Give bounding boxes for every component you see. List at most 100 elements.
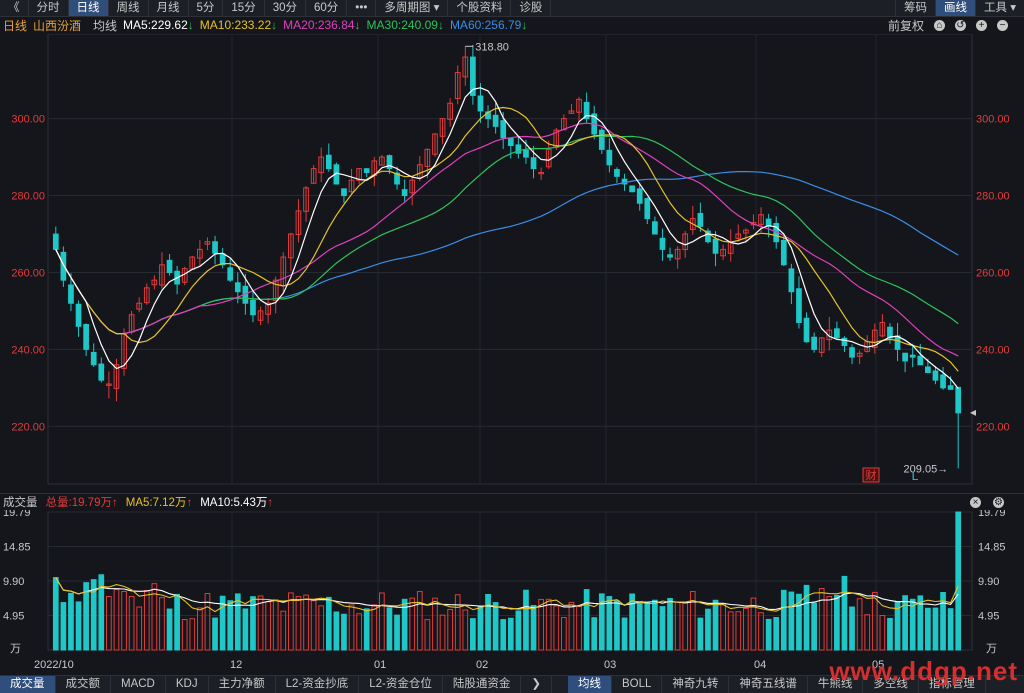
period-tab-10[interactable]: 个股资料 [448, 0, 512, 16]
period-toolbar: 《分时 日线 周线 月线 5分 15分 30分 60分 ••• 多周期图 ▾ 个股资料 诊股 筹码 画线工… [0, 0, 1024, 17]
volume-bar [325, 596, 332, 651]
volume-bar [470, 618, 476, 651]
toolbar-right-0[interactable]: 筹码 [895, 0, 935, 16]
toolbar-right-2[interactable]: 工具 ▾ [975, 0, 1024, 16]
period-tab-7[interactable]: 60分 [306, 0, 348, 16]
volume-bar [841, 575, 848, 651]
lock-icon[interactable]: ⌂ [934, 19, 945, 31]
volume-bar [143, 589, 150, 651]
indicator-tab-0[interactable]: 成交量 [0, 676, 56, 693]
overlay-tab-6[interactable]: 指标管理 [919, 676, 986, 693]
candle-body [60, 251, 67, 281]
volume-bar [818, 588, 825, 651]
settings-icon[interactable]: ⚙ [993, 496, 1004, 508]
period-tab-11[interactable]: 诊股 [511, 0, 552, 16]
candle-body [424, 148, 431, 167]
badge-l: L [912, 469, 919, 483]
indicator-tab-3[interactable]: KDJ [166, 676, 209, 693]
indicator-tab-6[interactable]: L2-资金仓位 [359, 676, 443, 693]
volume-bar [295, 596, 302, 651]
indicator-tab-5[interactable]: L2-资金抄底 [276, 676, 360, 693]
zoom-in-icon[interactable]: + [976, 19, 987, 31]
candle-body [454, 71, 461, 100]
volume-bar [280, 610, 287, 651]
volume-bar [341, 613, 347, 651]
volume-bar [128, 595, 135, 651]
volume-unit-left: 万 [10, 643, 21, 655]
more-tabs-arrow-icon[interactable]: ❯ [521, 676, 552, 693]
period-tab-6[interactable]: 30分 [265, 0, 306, 16]
volume-tick-right: 4.95 [978, 610, 999, 622]
x-tick-label: 03 [604, 659, 616, 671]
volume-bar [348, 604, 355, 651]
back-button[interactable]: 《 [0, 0, 29, 16]
period-tab-8[interactable]: ••• [347, 0, 377, 16]
candle-body [83, 323, 89, 350]
candle-body [151, 279, 158, 286]
indicator-tab-2[interactable]: MACD [111, 676, 166, 693]
candlestick-chart[interactable]: 300.00 300.00 280.00 280.00 260.00 260.00 240.… [0, 34, 1024, 492]
volume-bar [371, 604, 378, 651]
candle-body [652, 221, 658, 235]
volume-bar [90, 579, 97, 651]
overlay-tab-2[interactable]: 神奇九转 [662, 676, 730, 693]
overlay-tab-5[interactable]: 多空线 [863, 676, 919, 693]
ma-label[interactable]: 均线 [93, 18, 118, 33]
volume-bar [242, 608, 249, 651]
candle-body [925, 366, 931, 373]
undo-icon[interactable]: ↺ [955, 19, 966, 31]
indicator-tab-4[interactable]: 主力净额 [209, 676, 276, 693]
period-tab-9[interactable]: 多周期图 ▾ [376, 0, 449, 16]
volume-bar [947, 608, 954, 651]
candle-body [705, 230, 711, 243]
close-icon[interactable]: × [970, 496, 981, 508]
overlay-tab-1[interactable]: BOLL [612, 676, 663, 693]
volume-bar [902, 595, 908, 651]
overlay-tab-3[interactable]: 神奇五线谱 [729, 676, 808, 693]
volume-bar [606, 596, 613, 651]
volume-bar [811, 602, 817, 651]
candle-body [940, 374, 946, 389]
stock-name[interactable]: 山西汾酒 [33, 18, 82, 33]
y-tick-left: 240.00 [11, 344, 45, 356]
volume-bar [265, 601, 271, 651]
x-tick-label: 2022/10 [34, 659, 74, 671]
candle-body [106, 383, 112, 386]
volume-bar [940, 592, 946, 651]
candle-body [295, 210, 302, 236]
candle-body [644, 198, 651, 220]
overlay-tab-4[interactable]: 牛熊线 [808, 676, 864, 693]
x-tick-label: 12 [230, 659, 242, 671]
candle-body [318, 156, 325, 174]
adjust-label[interactable]: 前复权 [887, 18, 924, 33]
volume-bar [750, 597, 757, 651]
candle-body [379, 156, 385, 166]
candle-body [272, 279, 279, 301]
period-tab-3[interactable]: 月线 [149, 0, 189, 16]
indicator-tab-7[interactable]: 陆股通资金 [443, 676, 522, 693]
volume-bar [614, 600, 620, 651]
period-tab-1[interactable]: 日线 [68, 0, 109, 16]
y-tick-right: 220.00 [976, 421, 1010, 433]
candle-body [735, 233, 742, 239]
candle-body [432, 133, 438, 155]
period-tab-2[interactable]: 周线 [109, 0, 149, 16]
volume-chart[interactable]: 19.79 19.79 14.85 14.85 9.90 9.90 4.95 4.95 万 万 20… [0, 510, 1024, 675]
period-tab-5[interactable]: 15分 [223, 0, 265, 16]
candle-body [75, 303, 82, 327]
overlay-tab-0[interactable]: 均线 [568, 676, 612, 693]
candle-body [166, 259, 173, 273]
candle-body [803, 317, 810, 343]
toolbar-right-1[interactable]: 画线 [935, 0, 976, 16]
indicator-tab-1[interactable]: 成交额 [56, 676, 111, 693]
volume-bar [545, 598, 552, 651]
candle-body [629, 185, 635, 193]
volume-bar [181, 619, 188, 651]
period-tab-4[interactable]: 5分 [189, 0, 224, 16]
volume-tick-right: 19.79 [978, 510, 1006, 519]
zoom-out-icon[interactable]: − [997, 19, 1008, 31]
volume-bar [507, 617, 514, 651]
period-tab-0[interactable]: 分时 [29, 0, 69, 16]
volume-bar [659, 606, 666, 651]
volume-bar [530, 605, 537, 651]
